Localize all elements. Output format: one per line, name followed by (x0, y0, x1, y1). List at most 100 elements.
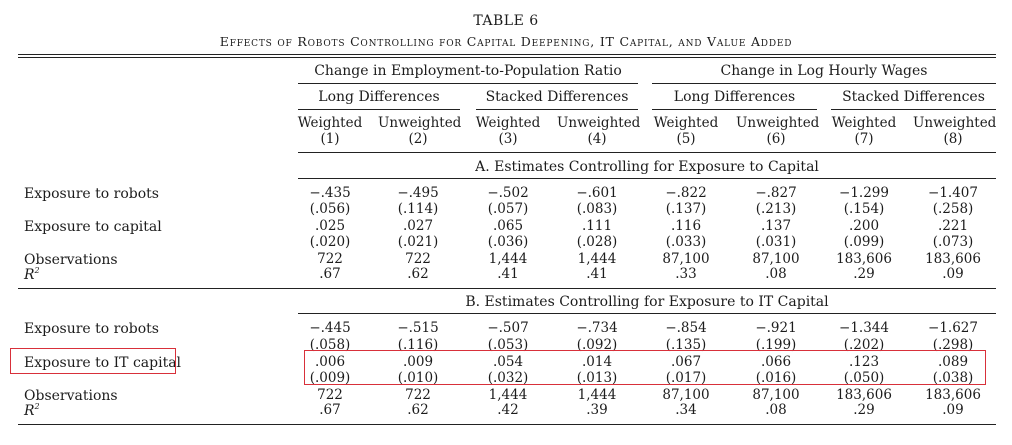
panel-b-cell-robots-se: (.135) (665, 337, 707, 353)
panel-a-cell-robots: −.495 (397, 185, 439, 201)
panel-b-cell-r2: .09 (942, 402, 964, 418)
col-type-header: Unweighted (736, 115, 820, 131)
panel-a-cell-r2: .62 (407, 266, 429, 282)
panel-b-cell-it-capital-se: (.038) (932, 370, 974, 386)
panel-b-label-it-capital: Exposure to IT capital (24, 355, 182, 371)
subgroup-long-diff-1: Long Differences (318, 89, 440, 105)
highlight-box-label (10, 348, 176, 374)
col-num-header: (8) (943, 131, 963, 147)
col-num-header: (2) (408, 131, 428, 147)
subgroup-rule-2 (476, 109, 638, 110)
panel-a-cell-robots-se: (.258) (932, 201, 974, 217)
panel-b-cell-robots: −.507 (487, 320, 529, 336)
panel-a-cell-obs: 87,100 (752, 251, 800, 267)
panel-a-cell-capital-se: (.020) (309, 234, 351, 250)
panel-a-cell-capital: .027 (402, 218, 434, 234)
panel-b-cell-it-capital: .006 (314, 354, 346, 370)
panel-a-cell-robots: −.435 (309, 185, 351, 201)
panel-a-cell-r2: .41 (497, 266, 519, 282)
subgroup-long-diff-2: Long Differences (673, 89, 796, 105)
panel-b-cell-r2: .39 (586, 402, 608, 418)
panel-b-cell-robots: −1.627 (928, 320, 978, 336)
col-num-header: (5) (676, 131, 696, 147)
panel-a-cell-obs: 87,100 (662, 251, 710, 267)
panel-b-cell-obs: 722 (405, 387, 431, 403)
panel-a-label-r2: R2 (24, 266, 40, 283)
panel-separator-rule (18, 288, 996, 289)
top-rule-2 (18, 57, 996, 58)
panel-a-cell-robots-se: (.056) (309, 201, 351, 217)
panel-a-cell-capital: .111 (581, 218, 613, 234)
panel-b-cell-r2: .08 (765, 402, 787, 418)
panel-b-cell-robots-se: (.199) (755, 337, 797, 353)
panel-b-cell-obs: 183,606 (836, 387, 892, 403)
panel-a-cell-robots: −1.299 (839, 185, 889, 201)
panel-b-cell-it-capital: .009 (402, 354, 434, 370)
header-bottom-rule (298, 152, 996, 153)
panel-a-cell-robots: −.601 (576, 185, 618, 201)
panel-b-cell-robots: −.734 (576, 320, 618, 336)
subgroup-rule-4 (831, 109, 996, 110)
panel-a-cell-capital-se: (.036) (487, 234, 529, 250)
subgroup-rule-1 (298, 109, 460, 110)
panel-b-cell-obs: 1,444 (577, 387, 617, 403)
col-num-header: (7) (854, 131, 874, 147)
col-type-header: Unweighted (913, 115, 997, 131)
col-group-rule-wages (652, 83, 996, 84)
panel-a-cell-obs: 1,444 (577, 251, 617, 267)
panel-b-label-r2: R2 (24, 402, 40, 419)
subgroup-rule-3 (652, 109, 817, 110)
panel-a-cell-capital-se: (.031) (755, 234, 797, 250)
panel-b-cell-obs: 1,444 (488, 387, 528, 403)
panel-b-cell-it-capital-se: (.032) (487, 370, 529, 386)
panel-a-label-observations: Observations (24, 252, 118, 268)
panel-b-cell-it-capital-se: (.010) (397, 370, 439, 386)
panel-a-cell-obs: 183,606 (925, 251, 981, 267)
panel-b-cell-obs: 183,606 (925, 387, 981, 403)
panel-a-label-capital: Exposure to capital (24, 219, 162, 235)
panel-b-cell-r2: .34 (675, 402, 697, 418)
highlight-box-values (304, 350, 986, 385)
panel-a-cell-capital: .065 (492, 218, 524, 234)
table-caption: Effects of Robots Controlling for Capita… (219, 34, 793, 49)
panel-a-cell-robots: −.827 (755, 185, 797, 201)
panel-b-cell-it-capital: .067 (670, 354, 702, 370)
col-num-header: (3) (498, 131, 518, 147)
panel-a-cell-robots: −.502 (487, 185, 529, 201)
panel-b-cell-it-capital-se: (.009) (309, 370, 351, 386)
panel-b-cell-it-capital: .054 (492, 354, 524, 370)
panel-a-cell-r2: .41 (586, 266, 608, 282)
panel-a-cell-robots-se: (.213) (755, 201, 797, 217)
panel-a-cell-robots-se: (.057) (487, 201, 529, 217)
panel-b-cell-obs: 87,100 (662, 387, 710, 403)
panel-b-label-robots: Exposure to robots (24, 321, 159, 337)
col-type-header: Weighted (475, 115, 541, 131)
panel-a-cell-robots: −.822 (665, 185, 707, 201)
panel-b-cell-it-capital-se: (.016) (755, 370, 797, 386)
panel-b-cell-it-capital-se: (.017) (665, 370, 707, 386)
panel-a-label-robots: Exposure to robots (24, 186, 159, 202)
panel-b-label-observations: Observations (24, 388, 118, 404)
panel-b-cell-robots: −1.344 (839, 320, 889, 336)
panel-b-title: B. Estimates Controlling for Exposure to… (465, 294, 829, 310)
panel-a-cell-obs: 722 (405, 251, 431, 267)
panel-a-cell-capital: .137 (760, 218, 792, 234)
panel-a-cell-r2: .09 (942, 266, 964, 282)
col-group-employment: Change in Employment-to-Population Ratio (314, 63, 622, 79)
panel-b-cell-robots: −.921 (755, 320, 797, 336)
col-type-header: Unweighted (378, 115, 462, 131)
panel-a-cell-capital-se: (.073) (932, 234, 974, 250)
panel-a-cell-capital-se: (.099) (843, 234, 885, 250)
panel-b-cell-robots-se: (.202) (843, 337, 885, 353)
panel-a-title: A. Estimates Controlling for Exposure to… (475, 159, 819, 175)
panel-b-rule (298, 313, 996, 314)
panel-a-cell-r2: .29 (853, 266, 875, 282)
panel-a-cell-obs: 1,444 (488, 251, 528, 267)
panel-b-cell-robots-se: (.058) (309, 337, 351, 353)
panel-b-cell-robots: −.515 (397, 320, 439, 336)
panel-b-cell-obs: 87,100 (752, 387, 800, 403)
panel-b-cell-robots-se: (.053) (487, 337, 529, 353)
col-num-header: (4) (587, 131, 607, 147)
panel-b-cell-r2: .67 (319, 402, 341, 418)
col-num-header: (1) (320, 131, 340, 147)
